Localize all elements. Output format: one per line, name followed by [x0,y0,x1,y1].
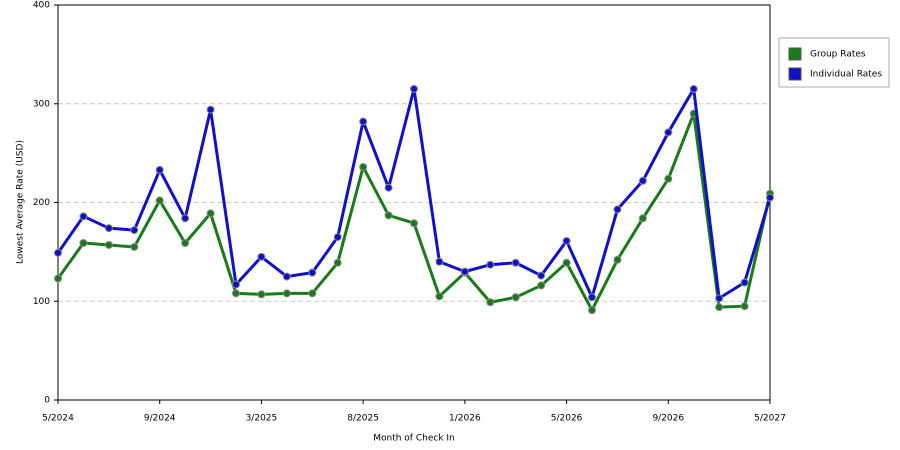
x-tick-label: 8/2025 [347,414,379,424]
point [79,238,88,247]
legend-swatch [788,47,802,61]
legend-swatch [788,67,802,81]
y-tick-label: 100 [33,297,50,307]
point [333,233,342,242]
point [333,258,342,267]
point [715,294,724,303]
point [130,226,139,235]
y-tick-label: 400 [33,1,50,11]
point [410,219,418,228]
x-tick-label: 9/2024 [144,414,176,424]
series-line [56,87,772,300]
point [664,128,673,137]
point [155,165,164,174]
point [588,306,596,315]
point [54,248,62,257]
point [79,212,88,221]
point [740,302,749,311]
point [638,176,647,185]
x-tick-label: 5/2024 [42,414,74,424]
x-axis-label: Month of Check In [373,434,455,444]
y-tick-label: 200 [33,198,50,208]
point [155,196,164,205]
point [410,84,418,93]
point [384,211,393,220]
point [232,289,240,298]
point [104,240,113,249]
x-tick-label: 5/2027 [754,414,786,424]
x-tick-label: 1/2026 [449,414,481,424]
point [486,260,495,269]
point [537,281,546,290]
point [740,278,749,287]
x-tick-label: 3/2025 [246,414,278,424]
x-tick-label: 9/2026 [652,414,684,424]
point [181,214,190,223]
point [257,252,266,261]
legend-label: Individual Rates [810,70,882,80]
point [486,298,495,307]
point [206,209,215,218]
point [130,242,139,251]
point [638,214,647,223]
point [54,274,62,283]
point [232,280,240,289]
point [689,84,698,93]
point [282,289,291,298]
point [588,293,596,302]
point [435,257,444,266]
point [613,255,622,264]
legend-label: Group Rates [810,50,866,60]
point [511,293,520,302]
point [562,237,571,246]
point [562,258,571,267]
point [104,224,113,233]
point [282,272,291,281]
point [664,174,673,183]
y-tick-label: 0 [44,396,50,406]
point [257,290,266,299]
point [613,205,622,214]
y-axis-label: Lowest Average Rate (USD) [16,140,26,264]
y-tick-label: 300 [33,99,50,109]
point [384,183,393,192]
point [766,193,774,202]
point [308,289,317,298]
point [435,292,444,301]
point [715,303,724,312]
point [359,117,368,126]
point [181,238,190,247]
point [308,268,317,277]
x-tick-label: 5/2026 [551,414,583,424]
point [206,105,215,114]
point [359,162,368,171]
point [460,267,469,276]
point [511,258,520,267]
point [537,271,546,280]
